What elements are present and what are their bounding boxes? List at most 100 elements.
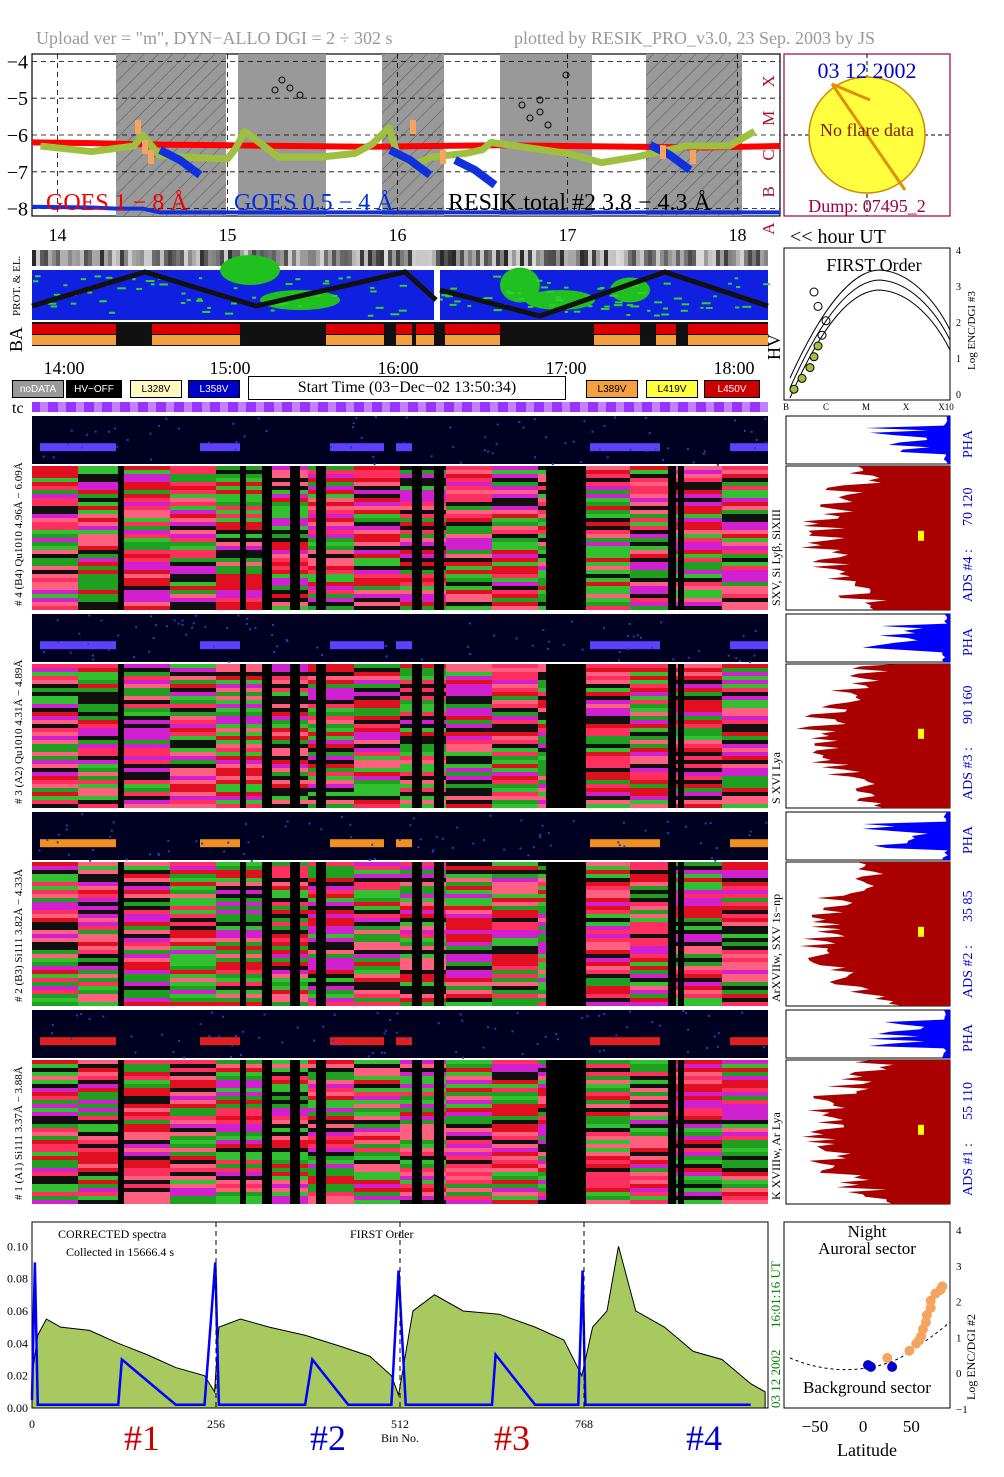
ads-streak [216, 962, 262, 966]
spectrum-y-tick: 0.06 [7, 1304, 28, 1318]
ads-streak [354, 672, 400, 676]
ads-streak [400, 510, 446, 514]
ads-streak [262, 700, 308, 704]
ads-streak [676, 1092, 722, 1096]
orbit-land-speck [117, 287, 126, 290]
pha-speck [384, 644, 387, 647]
ads-streak [124, 970, 170, 974]
ads-streak [308, 1064, 354, 1068]
pha-speck [536, 1042, 539, 1045]
ads-streak [262, 680, 308, 684]
ads-streak [78, 768, 124, 772]
pha-speck [243, 435, 246, 438]
grey-strip-cell [596, 250, 600, 266]
ads-streak [78, 1096, 124, 1100]
ads-streak [446, 950, 492, 954]
ads-streak [492, 870, 538, 874]
grey-strip-cell [724, 250, 728, 266]
ads-streak [170, 776, 216, 780]
ads-streak [446, 874, 492, 878]
ads-streak [124, 800, 170, 804]
auroral-point [925, 1295, 936, 1306]
ads-streak [400, 966, 446, 970]
grey-strip-cell [692, 250, 696, 266]
ads-streak [216, 744, 262, 748]
ads-streak [216, 910, 262, 914]
ads-streak [446, 954, 492, 958]
ba-orange-run [688, 335, 768, 345]
ads-streak [492, 918, 538, 922]
pha-speck [373, 463, 376, 466]
ads-streak [216, 934, 262, 938]
ads-streak [492, 664, 538, 668]
ads-streak [262, 1172, 308, 1176]
goes-y-tick: −8 [7, 199, 28, 221]
pha-speck [149, 458, 152, 461]
ads-streak [78, 692, 124, 696]
ads-streak [446, 1156, 492, 1160]
ads-streak [676, 546, 722, 550]
ads-streak [722, 1200, 768, 1204]
ads-streak [262, 1064, 308, 1068]
ads-streak [354, 542, 400, 546]
pha-speck [469, 622, 472, 625]
ads-streak [216, 578, 262, 582]
ads-streak [78, 1060, 124, 1064]
ads-streak [78, 1124, 124, 1128]
pha-speck [520, 819, 523, 822]
goes-x-tick: 16 [389, 225, 407, 245]
ads-streak [354, 490, 400, 494]
ads-streak [584, 704, 630, 708]
ads-streak [308, 724, 354, 728]
ads-streak [676, 978, 722, 982]
pha-speck [749, 661, 752, 664]
pha-speck [107, 430, 110, 433]
ads-streak [78, 1112, 124, 1116]
ads-streak [722, 958, 768, 962]
ads-streak [216, 1200, 262, 1204]
ads-streak [216, 886, 262, 890]
ads-streak [584, 1152, 630, 1156]
ads-streak [492, 958, 538, 962]
pha-speck [239, 1054, 242, 1057]
ads-streak [676, 542, 722, 546]
ads-streak [584, 882, 630, 886]
ads-streak [262, 688, 308, 692]
tc-segment [562, 402, 570, 412]
grey-strip-cell [108, 250, 112, 266]
pha-speck [598, 1014, 601, 1017]
ads-streak [262, 1088, 308, 1092]
grey-strip-cell [148, 250, 152, 266]
ads-streak [446, 482, 492, 486]
pha-speck [626, 1026, 629, 1029]
ads-streak [216, 764, 262, 768]
ads-streak [446, 792, 492, 796]
pha-speck [572, 440, 575, 443]
ads-streak [400, 788, 446, 792]
pha-speck [417, 845, 420, 848]
pha-speck [100, 619, 103, 622]
ads-streak [32, 724, 78, 728]
ads-streak [354, 708, 400, 712]
ads-streak [722, 1176, 768, 1180]
ads-streak [32, 606, 78, 610]
ads-streak [584, 780, 630, 784]
night-label: Night [848, 1222, 887, 1241]
ads-gap [546, 664, 586, 808]
ads-streak [32, 570, 78, 574]
orbit-land-speck [35, 275, 41, 278]
ads-streak [216, 1060, 262, 1064]
ads-streak [308, 490, 354, 494]
tc-segment [202, 402, 210, 412]
ads-streak [32, 772, 78, 776]
ads-streak [400, 550, 446, 554]
ads-streak [124, 958, 170, 962]
ads-streak [400, 882, 446, 886]
tc-segment [652, 402, 660, 412]
ads-streak [216, 482, 262, 486]
grey-strip-cell [528, 250, 532, 266]
ads-streak [308, 1180, 354, 1184]
ads-streak [32, 498, 78, 502]
ads-streak [124, 586, 170, 590]
